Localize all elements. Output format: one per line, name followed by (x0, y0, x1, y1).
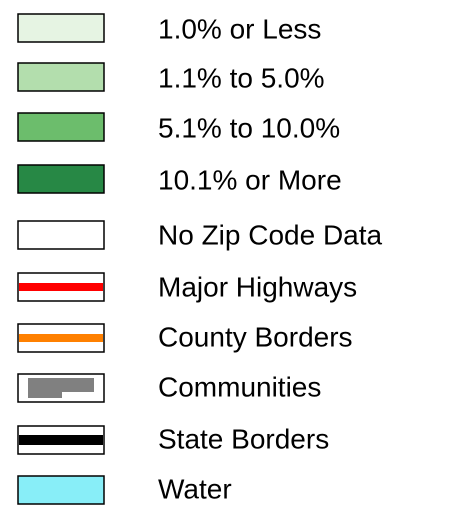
swatch-no-data (17, 220, 105, 250)
legend-label: State Borders (158, 423, 329, 454)
labels: 1.0% or Less 1.1% to 5.0% 5.1% to 10.0% … (158, 13, 383, 504)
swatch-medium (17, 112, 105, 142)
legend-label: Major Highways (158, 271, 357, 302)
legend-label: 5.1% to 10.0% (158, 112, 340, 143)
swatch-low (17, 62, 105, 92)
swatches (17, 13, 105, 505)
highway-line (19, 283, 103, 291)
legend-label: Communities (158, 371, 321, 402)
legend-label: 10.1% or More (158, 164, 342, 195)
state-line (19, 435, 103, 445)
legend-label: No Zip Code Data (158, 219, 383, 250)
legend-label: County Borders (158, 321, 353, 352)
swatch-lowest (17, 13, 105, 43)
community-shape (28, 378, 94, 398)
legend-label: Water (158, 473, 232, 504)
swatch-high (17, 164, 105, 194)
legend-label: 1.0% or Less (158, 13, 321, 44)
county-line (19, 334, 103, 342)
swatch-water (17, 475, 105, 505)
legend-label: 1.1% to 5.0% (158, 62, 325, 93)
